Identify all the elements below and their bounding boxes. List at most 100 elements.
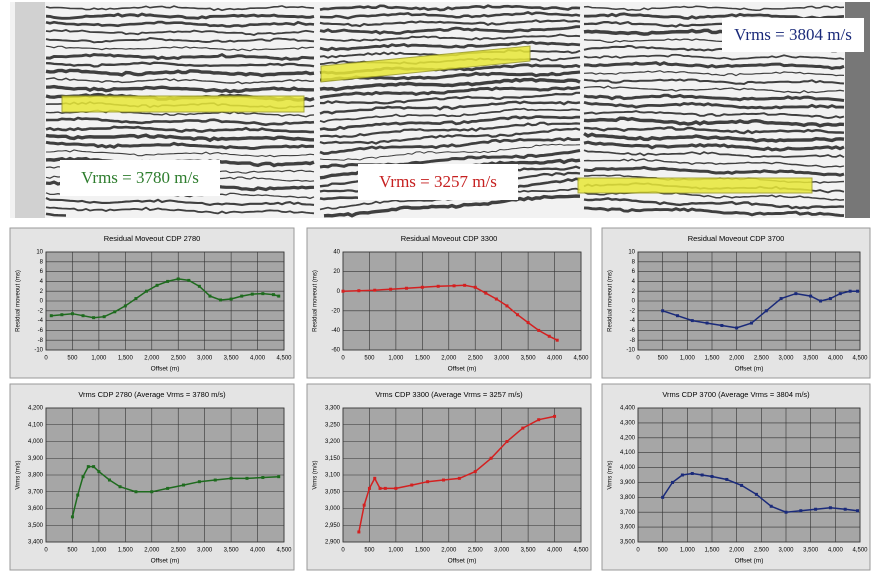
data-point — [214, 479, 217, 482]
chart: Residual Moveout CDP 3300-60-40-20020400… — [307, 228, 591, 378]
data-point — [671, 481, 674, 484]
y-tick-label: 40 — [333, 250, 340, 256]
data-point — [799, 509, 802, 512]
y-axis-label: Residual moveout (ms) — [313, 270, 319, 332]
data-point — [219, 299, 222, 302]
data-point — [725, 478, 728, 481]
data-point — [272, 293, 275, 296]
x-tick-label: 4,000 — [250, 356, 266, 362]
data-point — [82, 314, 85, 317]
y-tick-label: -8 — [38, 338, 44, 344]
x-tick-label: 3,500 — [803, 548, 819, 554]
x-tick-label: 3,500 — [224, 548, 240, 554]
y-tick-label: 3,500 — [620, 540, 636, 546]
data-point — [819, 300, 822, 303]
data-point — [458, 477, 461, 480]
charts: Residual Moveout CDP 2780-10-8-6-4-20246… — [10, 228, 870, 570]
data-point — [527, 321, 530, 324]
x-tick-label: 3,000 — [778, 356, 794, 362]
y-tick-label: 4,200 — [620, 435, 636, 441]
y-tick-label: 3,050 — [325, 489, 341, 495]
data-point — [379, 487, 382, 490]
data-point — [505, 440, 508, 443]
x-tick-label: 3,000 — [197, 548, 213, 554]
y-tick-label: 4,400 — [620, 406, 636, 412]
x-tick-label: 3,500 — [521, 548, 537, 554]
x-tick-label: 2,500 — [754, 548, 770, 554]
y-tick-label: 3,150 — [325, 456, 341, 462]
x-tick-label: 4,000 — [828, 548, 844, 554]
data-point — [537, 418, 540, 421]
data-point — [691, 319, 694, 322]
y-tick-label: 10 — [628, 250, 635, 256]
y-tick-label: 3,800 — [620, 495, 636, 501]
x-tick-label: 3,000 — [494, 548, 510, 554]
chart-title: Residual Moveout CDP 3700 — [688, 234, 785, 243]
y-tick-label: 3,500 — [28, 523, 44, 529]
y-tick-label: 3,700 — [620, 510, 636, 516]
x-tick-label: 2,500 — [468, 548, 484, 554]
data-point — [389, 288, 392, 291]
data-point — [357, 530, 360, 533]
y-tick-label: 4,300 — [620, 420, 636, 426]
y-tick-label: -2 — [38, 308, 44, 314]
data-point — [410, 484, 413, 487]
x-tick-label: 3,000 — [197, 356, 213, 362]
y-tick-label: 4,000 — [28, 439, 44, 445]
data-point — [92, 465, 95, 468]
x-tick-label: 500 — [658, 356, 669, 362]
x-tick-label: 2,000 — [729, 548, 745, 554]
data-point — [437, 285, 440, 288]
data-point — [71, 312, 74, 315]
y-tick-label: 3,200 — [325, 439, 341, 445]
vrms-label: Vrms = 3257 m/s — [379, 172, 497, 191]
data-point — [780, 297, 783, 300]
data-point — [394, 487, 397, 490]
data-point — [156, 284, 159, 287]
x-tick-label: 1,500 — [415, 548, 431, 554]
horizon-pick — [62, 96, 304, 112]
vrms-label: Vrms = 3780 m/s — [81, 168, 199, 187]
x-tick-label: 2,500 — [171, 548, 187, 554]
x-tick-label: 2,500 — [468, 356, 484, 362]
chart: Vrms CDP 2780 (Average Vrms = 3780 m/s)3… — [10, 384, 294, 570]
y-tick-label: 10 — [36, 250, 43, 256]
chart: Residual Moveout CDP 3700-10-8-6-4-20246… — [602, 228, 870, 378]
data-point — [521, 427, 524, 430]
data-point — [71, 515, 74, 518]
x-tick-label: 1,000 — [680, 356, 696, 362]
data-point — [516, 313, 519, 316]
x-tick-label: 3,000 — [778, 548, 794, 554]
chart-title: Vrms CDP 3700 (Average Vrms = 3804 m/s) — [662, 390, 810, 399]
x-tick-label: 500 — [67, 548, 78, 554]
x-tick-label: 2,500 — [171, 356, 187, 362]
data-point — [490, 457, 493, 460]
data-point — [198, 480, 201, 483]
x-tick-label: 4,500 — [573, 548, 589, 554]
data-point — [103, 315, 106, 318]
x-tick-label: 4,000 — [828, 356, 844, 362]
data-point — [794, 292, 797, 295]
x-tick-label: 500 — [658, 548, 669, 554]
x-tick-label: 1,500 — [118, 548, 134, 554]
data-point — [150, 490, 153, 493]
x-axis-label: Offset (m) — [448, 366, 477, 373]
vrms-label: Vrms = 3804 m/s — [734, 25, 852, 44]
x-tick-label: 2,000 — [441, 548, 457, 554]
x-tick-label: 500 — [364, 356, 375, 362]
data-point — [124, 304, 127, 307]
y-tick-label: 3,250 — [325, 422, 341, 428]
y-tick-label: -20 — [331, 308, 340, 314]
data-point — [240, 295, 243, 298]
x-tick-label: 1,500 — [118, 356, 134, 362]
y-tick-label: 3,800 — [28, 473, 44, 479]
x-tick-label: 1,000 — [680, 548, 696, 554]
x-tick-label: 4,500 — [852, 548, 868, 554]
data-point — [82, 475, 85, 478]
y-tick-label: -6 — [630, 328, 636, 334]
x-tick-label: 4,500 — [573, 356, 589, 362]
y-axis-label: Vrms (m/s) — [608, 460, 614, 489]
time-axis — [15, 2, 45, 218]
data-point — [373, 289, 376, 292]
data-point — [373, 477, 376, 480]
